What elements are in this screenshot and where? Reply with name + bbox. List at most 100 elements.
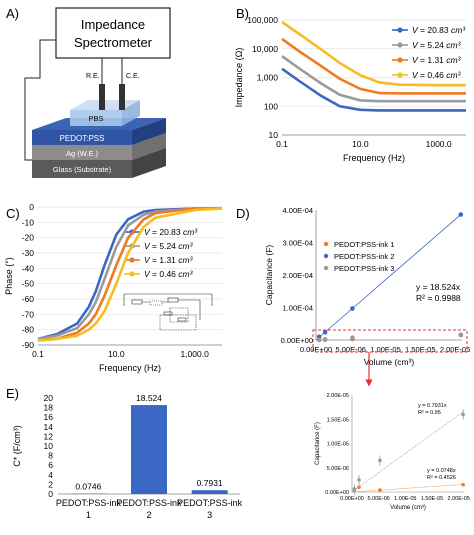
legend-label: PEDOT:PSS-ink 2 [334, 252, 394, 261]
y-tick-label: 1.50E-05 [327, 417, 349, 423]
legend-label: V = 20.83 cm³ [412, 25, 466, 35]
trend-line [315, 214, 462, 341]
data-point [458, 212, 464, 217]
legend-label: V = 5.24 cm³ [412, 40, 462, 50]
layer-glass-label: Glass (Substrate) [53, 165, 112, 174]
panel-b-label: B) [236, 6, 249, 21]
legend-label: V = 0.46 cm³ [412, 70, 462, 80]
panel-a: A) Impedance Spectrometer R.E. C.E. Glas… [6, 6, 171, 178]
y-tick-label: 16 [44, 412, 54, 422]
y-tick-label: 18 [44, 403, 54, 413]
y-tick-label: -30 [22, 248, 35, 258]
legend-marker [323, 241, 329, 247]
x-tick-label: 0.00E+00 [340, 496, 364, 502]
category-label: 1 [86, 510, 91, 520]
data-point [461, 412, 465, 417]
glass-side [132, 148, 166, 178]
y-tick-label: 2.00E-05 [327, 393, 349, 399]
y-tick-label: 0 [29, 202, 34, 212]
legend-label: V = 1.31 cm³ [144, 255, 194, 265]
category-label: PEDOT:PSS-ink [56, 498, 122, 508]
regression-r2: R² = 0.4526 [427, 475, 456, 481]
panel-c: C) 0 -10 -20 -30 -40 -50 -60 -70 -80 -900.1 10.0 1,… [4, 202, 223, 373]
pedot-front [32, 130, 132, 145]
x-axis-label: Frequency (Hz) [343, 153, 405, 163]
y-axis-label: Capacitance (F) [264, 245, 274, 306]
x-tick-label: 1.00E-05 [370, 345, 400, 354]
series-line [281, 55, 466, 103]
y-axis-label: C* (F/cm³) [12, 425, 22, 467]
data-point [322, 337, 328, 342]
category-label: 2 [146, 510, 151, 520]
trend-line [351, 484, 464, 493]
x-tick-label: 0.00E+00 [300, 345, 332, 354]
y-tick-label: 1,000 [257, 73, 279, 83]
y-tick-label: -80 [22, 325, 35, 335]
data-point [357, 478, 361, 482]
bar-value-label: 18.524 [136, 393, 162, 403]
data-point [461, 482, 465, 487]
legend-marker [397, 57, 403, 63]
y-axis-label: Impedance (Ω) [234, 48, 244, 108]
y-tick-label: 10,000 [252, 44, 278, 54]
x-tick-label: 0.1 [276, 139, 288, 149]
x-tick-label: 1.50E-05 [405, 345, 435, 354]
y-tick-label: -60 [22, 294, 35, 304]
y-tick-label: 8 [48, 451, 53, 461]
x-tick-label: 5.00E-06 [368, 496, 390, 502]
y-tick-label: 6 [48, 460, 53, 470]
x-axis-label: Volume (cm³) [390, 505, 426, 511]
regression-equation: y = 0.7931x [418, 403, 447, 409]
panel-d-label: D) [236, 206, 250, 221]
spectrometer-title-1: Impedance [81, 17, 145, 32]
bar-value-label: 0.0746 [75, 482, 101, 492]
phase-chart: 0 -10 -20 -30 -40 -50 -60 -70 -80 -900.1 10.0 1,000… [4, 202, 223, 373]
trend-line [351, 411, 464, 493]
y-tick-label: -70 [22, 309, 35, 319]
y-tick-label: 4 [48, 470, 53, 480]
regression-equation: y = 18.524x [416, 282, 461, 292]
y-tick-label: 100 [264, 101, 278, 111]
layer-pedot-label: PEDOT:PSS [60, 134, 105, 143]
regression-equation: y = 0.0748x [427, 468, 456, 474]
y-tick-label: 10 [44, 441, 54, 451]
data-point [378, 488, 382, 492]
capacitance-chart: 0.00E+00 1.00E-04 2.00E-04 3.00E-04 4.00E-04… [264, 206, 470, 367]
x-tick-label: 5.00E-06 [336, 345, 366, 354]
electrode-ce-label: C.E. [126, 73, 140, 80]
x-tick-label: 2.00E-05 [440, 345, 470, 354]
y-tick-label: 0.00E+00 [281, 336, 313, 345]
y-tick-label: 3.00E-04 [283, 239, 313, 248]
pbs-front [70, 110, 122, 126]
y-tick-label: -50 [22, 279, 35, 289]
legend-marker [129, 271, 135, 277]
x-tick-label: 1,000.0 [180, 349, 209, 359]
x-tick-label: 0.1 [32, 349, 44, 359]
legend-marker [397, 27, 403, 33]
data-point [458, 332, 464, 338]
glass-front [32, 160, 132, 178]
legend-label: V = 20.83 cm³ [144, 227, 198, 237]
legend-marker [397, 42, 403, 48]
y-tick-label: 4.00E-04 [283, 206, 313, 215]
category-label: 3 [207, 510, 212, 520]
spectrometer-title-2: Spectrometer [74, 35, 153, 50]
electrode-re-label: R.E. [86, 73, 100, 80]
legend-marker [129, 257, 135, 263]
y-tick-label: 1.00E-05 [327, 442, 349, 448]
ag-side [132, 133, 166, 160]
y-tick-label: 100,000 [247, 15, 278, 25]
legend-label: V = 5.24 cm³ [144, 241, 194, 251]
bar-value-label: 0.7931 [197, 478, 223, 488]
x-axis-label: Frequency (Hz) [99, 363, 161, 373]
series-line [281, 20, 466, 87]
y-tick-label: 10 [269, 130, 279, 140]
legend-label: V = 1.31 cm³ [412, 55, 462, 65]
electrode-ce [119, 84, 125, 110]
x-tick-label: 1000.0 [426, 139, 452, 149]
circuit-inset [123, 293, 213, 331]
electrode-re [99, 84, 105, 110]
panel-c-label: C) [6, 206, 20, 221]
